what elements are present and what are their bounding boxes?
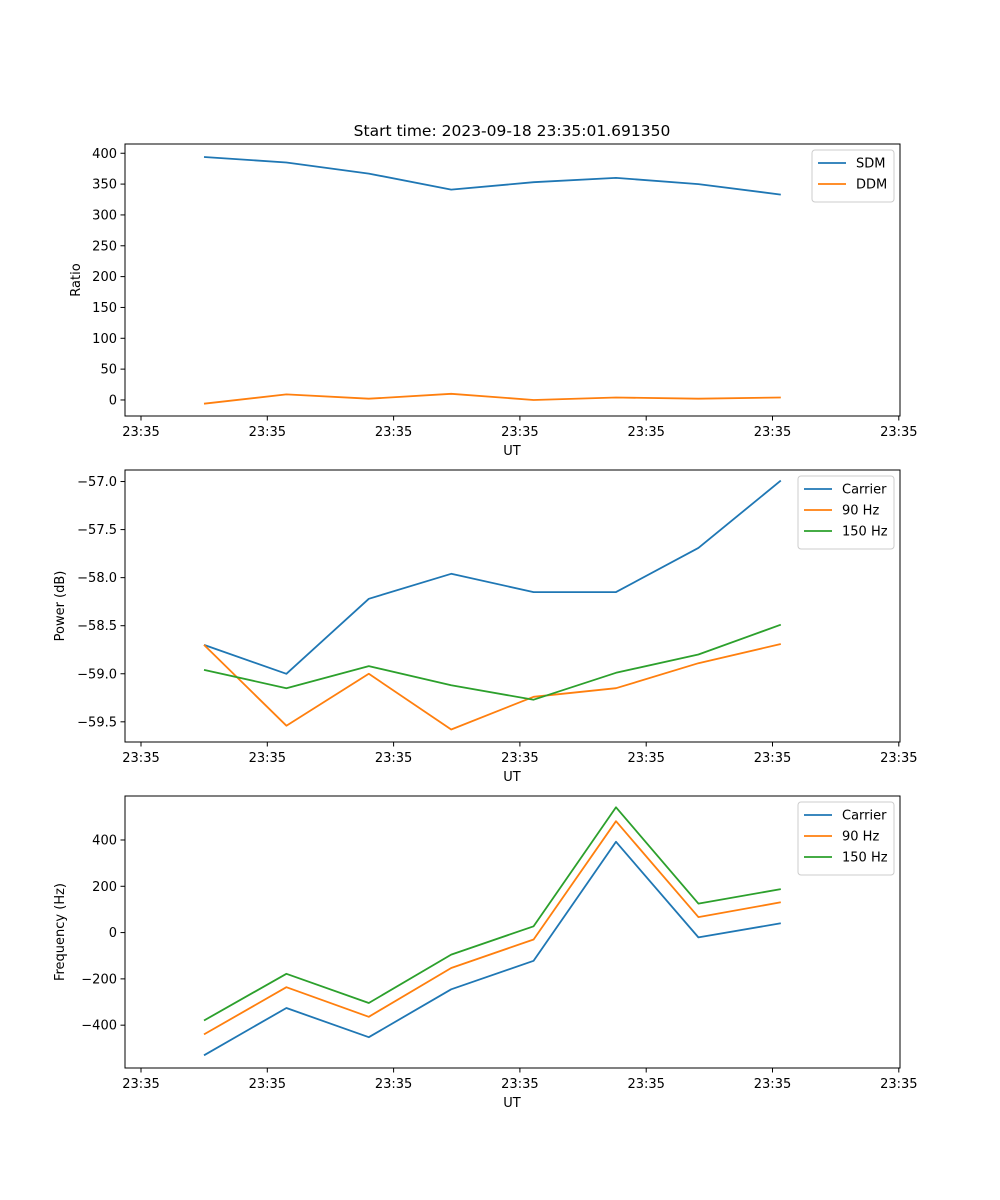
y-tick-label: −400 [81, 1019, 117, 1034]
legend-label: Carrier [842, 483, 887, 498]
x-tick-label: 23:35 [249, 1077, 286, 1092]
x-tick-label: 23:35 [501, 751, 538, 766]
y-tick-label: −59.0 [77, 667, 117, 682]
y-tick-label: 250 [92, 239, 117, 254]
y-tick-label: −58.5 [77, 619, 117, 634]
axes-frame [124, 143, 901, 417]
x-tick-label: 23:35 [627, 751, 664, 766]
y-tick-label: 350 [92, 178, 117, 193]
y-axis-label: Frequency (Hz) [53, 883, 68, 981]
y-tick-label: 200 [92, 270, 117, 285]
y-tick-label: 0 [109, 393, 117, 408]
x-tick-label: 23:35 [375, 425, 412, 440]
x-tick-label: 23:35 [880, 751, 917, 766]
y-tick-label: 150 [92, 301, 117, 316]
series-line-carrier [203, 479, 782, 675]
x-tick-label: 23:35 [122, 751, 159, 766]
chart-panel-2: 23:35 23:35 23:35 23:35 23:35 23:35 23:35 −59.5… [53, 469, 918, 785]
legend: Carrier 90 Hz 150 Hz [797, 475, 895, 550]
y-tick-label: 300 [92, 208, 117, 223]
y-tick-label: 50 [100, 363, 117, 378]
y-tick-label: −200 [81, 972, 117, 987]
y-tick-label: 100 [92, 332, 117, 347]
series-line-90-hz [203, 820, 781, 1036]
x-tick-label: 23:35 [249, 425, 286, 440]
series-line-150-hz [203, 623, 782, 701]
x-tick-label: 23:35 [375, 751, 412, 766]
y-axis-label: Ratio [69, 263, 84, 296]
x-tick-label: 23:35 [880, 1077, 917, 1092]
legend-label: 150 Hz [842, 525, 888, 540]
y-tick-label: 200 [92, 880, 117, 895]
x-tick-label: 23:35 [627, 1077, 664, 1092]
axes-frame [124, 795, 901, 1069]
x-tick-label: 23:35 [880, 425, 917, 440]
x-axis-label: UT [503, 770, 521, 785]
x-tick-label: 23:35 [501, 1077, 538, 1092]
x-tick-label: 23:35 [627, 425, 664, 440]
y-tick-label: 400 [92, 833, 117, 848]
y-tick-label: −57.0 [77, 475, 117, 490]
legend-label: 90 Hz [842, 504, 879, 519]
series-line-ddm [203, 392, 781, 405]
y-axis-label: Power (dB) [53, 571, 68, 642]
x-axis-label: UT [503, 1096, 521, 1111]
y-tick-label: −57.5 [77, 523, 117, 538]
legend-label: Carrier [842, 809, 887, 824]
y-tick-label: 400 [92, 147, 117, 162]
series-line-carrier [203, 840, 781, 1057]
x-axis-label: UT [503, 444, 521, 459]
x-tick-label: 23:35 [754, 751, 791, 766]
legend: Carrier 90 Hz 150 Hz [797, 801, 895, 876]
legend-label: DDM [856, 178, 887, 193]
legend: SDM DDM [811, 149, 895, 203]
x-tick-label: 23:35 [375, 1077, 412, 1092]
x-tick-label: 23:35 [122, 425, 159, 440]
axes-frame [124, 469, 901, 743]
y-tick-label: 0 [109, 926, 117, 941]
legend-label: SDM [856, 157, 885, 172]
x-tick-label: 23:35 [501, 425, 538, 440]
series-line-150-hz [203, 806, 781, 1022]
x-tick-label: 23:35 [754, 425, 791, 440]
y-tick-label: −59.5 [77, 715, 117, 730]
chart-panel-3: 23:35 23:35 23:35 23:35 23:35 23:35 23:35 −400 −… [53, 795, 918, 1111]
panels: 23:35 23:35 23:35 23:35 23:35 23:35 23:35 0 50 10… [53, 143, 918, 1111]
y-tick-label: −58.0 [77, 571, 117, 586]
figure-title: Start time: 2023-09-18 23:35:01.691350 [354, 122, 671, 140]
x-tick-label: 23:35 [754, 1077, 791, 1092]
x-tick-label: 23:35 [249, 751, 286, 766]
legend-label: 150 Hz [842, 851, 888, 866]
x-tick-label: 23:35 [122, 1077, 159, 1092]
series-line-90-hz [203, 643, 782, 731]
chart-panel-1: 23:35 23:35 23:35 23:35 23:35 23:35 23:35 0 50 10… [69, 143, 918, 459]
legend-label: 90 Hz [842, 830, 879, 845]
series-line-sdm [203, 156, 781, 196]
